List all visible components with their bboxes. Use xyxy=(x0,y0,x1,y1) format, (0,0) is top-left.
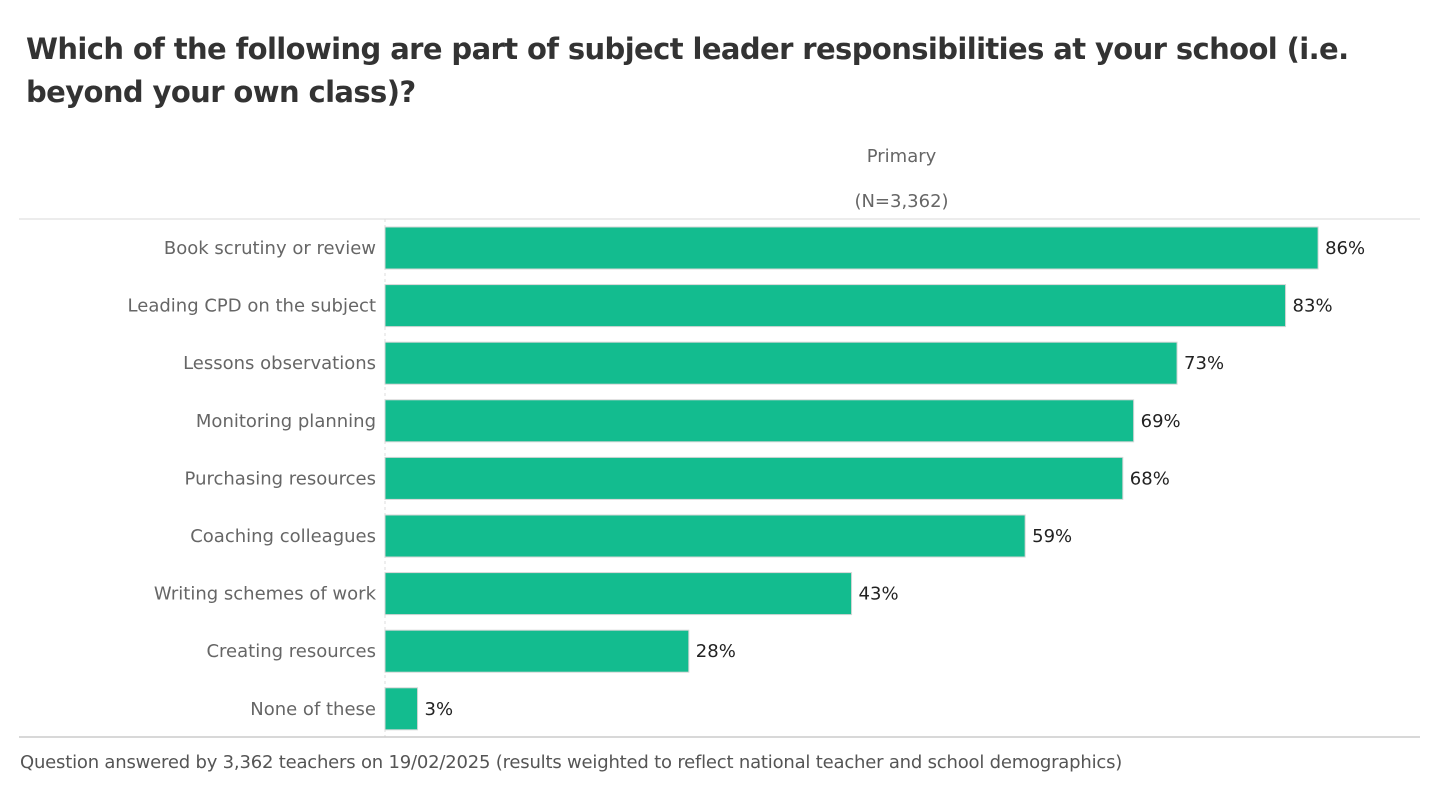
bar[interactable] xyxy=(384,514,1026,558)
bar[interactable] xyxy=(384,226,1319,270)
category-label: Coaching colleagues xyxy=(190,526,376,547)
value-label: 69% xyxy=(1141,411,1181,432)
footnote: Question answered by 3,362 teachers on 1… xyxy=(20,752,1123,773)
category-label: Book scrutiny or review xyxy=(164,238,376,259)
bar[interactable] xyxy=(384,399,1135,443)
category-label: Purchasing resources xyxy=(185,468,376,489)
bar[interactable] xyxy=(384,687,419,731)
bar[interactable] xyxy=(384,572,853,616)
category-label: Creating resources xyxy=(206,641,376,662)
category-label: Lessons observations xyxy=(183,353,376,374)
column-header: Primary xyxy=(866,146,937,167)
bar[interactable] xyxy=(384,284,1287,328)
value-label: 3% xyxy=(425,699,454,720)
bar[interactable] xyxy=(384,456,1124,500)
value-label: 86% xyxy=(1325,238,1365,259)
category-label: Leading CPD on the subject xyxy=(128,296,376,317)
value-label: 83% xyxy=(1293,296,1333,317)
value-label: 43% xyxy=(859,584,899,605)
value-label: 73% xyxy=(1184,353,1224,374)
chart-title: Which of the following are part of subje… xyxy=(26,32,1349,109)
column-subheader: (N=3,362) xyxy=(854,191,949,212)
category-label: Monitoring planning xyxy=(196,411,376,432)
value-label: 28% xyxy=(696,641,736,662)
bar[interactable] xyxy=(384,341,1178,385)
bar[interactable] xyxy=(384,629,690,673)
category-label: None of these xyxy=(250,699,376,720)
category-label: Writing schemes of work xyxy=(154,584,377,605)
value-label: 59% xyxy=(1032,526,1072,547)
value-label: 68% xyxy=(1130,468,1170,489)
